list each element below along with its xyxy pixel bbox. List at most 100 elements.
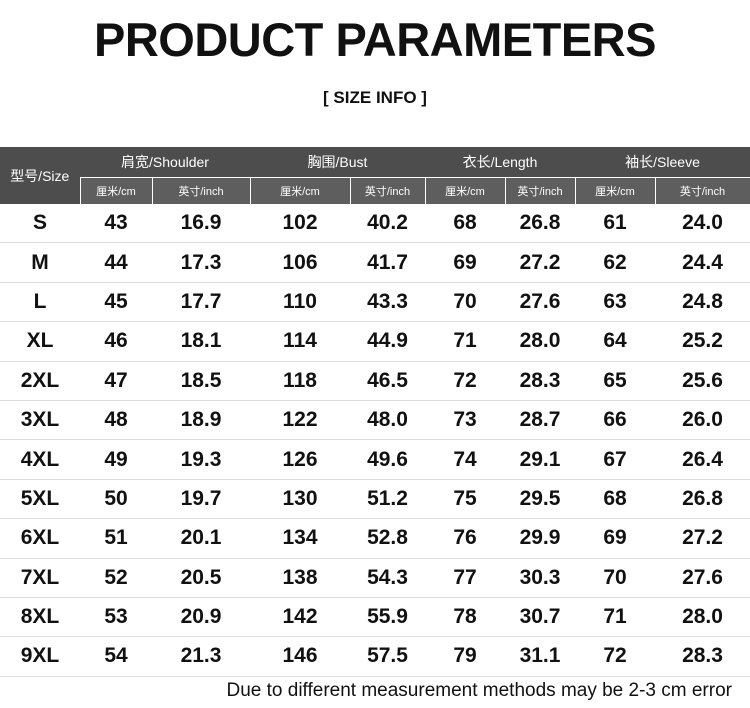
value-cell: 63 [575, 282, 655, 323]
value-cell: 102 [250, 204, 350, 244]
size-table: 型号/Size 肩宽/Shoulder 胸围/Bust 衣长/Length 袖长/Sl… [0, 147, 750, 677]
value-cell: 19.7 [152, 479, 250, 520]
value-cell: 73 [425, 400, 505, 441]
value-cell: 28.3 [505, 361, 575, 401]
size-cell: 7XL [0, 558, 80, 598]
size-header: 型号/Size [0, 147, 80, 204]
subtitle: [ SIZE INFO ] [323, 88, 427, 107]
value-cell: 126 [250, 439, 350, 480]
value-cell: 70 [575, 558, 655, 598]
value-cell: 72 [425, 361, 505, 401]
value-cell: 62 [575, 242, 655, 283]
group-row: 型号/Size 肩宽/Shoulder 胸围/Bust 衣长/Length 袖长/Sl… [0, 147, 750, 204]
table-row: 8XL 53 20.9 142 55.9 78 30.7 71 28.0 [0, 597, 750, 638]
value-cell: 69 [425, 242, 505, 283]
table-row: 5XL 50 19.7 130 51.2 75 29.5 68 26.8 [0, 479, 750, 520]
size-cell: 4XL [0, 439, 80, 480]
size-cell: 2XL [0, 361, 80, 401]
size-cell: 5XL [0, 479, 80, 520]
table-row: XL 46 18.1 114 44.9 71 28.0 64 25.2 [0, 321, 750, 362]
value-cell: 29.9 [505, 518, 575, 559]
value-cell: 25.2 [655, 321, 750, 362]
value-cell: 78 [425, 597, 505, 638]
value-cell: 17.7 [152, 282, 250, 323]
unit-header: 英寸/inch [654, 177, 750, 204]
value-cell: 130 [250, 479, 350, 520]
table-row: M 44 17.3 106 41.7 69 27.2 62 24.4 [0, 242, 750, 283]
value-cell: 70 [425, 282, 505, 323]
value-cell: 20.1 [152, 518, 250, 559]
value-cell: 110 [250, 282, 350, 323]
value-cell: 69 [575, 518, 655, 559]
value-cell: 26.4 [655, 439, 750, 480]
size-cell: XL [0, 321, 80, 362]
value-cell: 29.1 [505, 439, 575, 480]
value-cell: 26.8 [505, 204, 575, 244]
value-cell: 142 [250, 597, 350, 638]
value-cell: 77 [425, 558, 505, 598]
value-cell: 43.3 [350, 282, 425, 323]
value-cell: 61 [575, 204, 655, 244]
value-cell: 25.6 [655, 361, 750, 401]
value-cell: 18.1 [152, 321, 250, 362]
size-cell: 9XL [0, 636, 80, 677]
value-cell: 41.7 [350, 242, 425, 283]
value-cell: 40.2 [350, 204, 425, 244]
value-cell: 18.5 [152, 361, 250, 401]
unit-header: 厘米/cm [424, 177, 506, 204]
size-cell: 8XL [0, 597, 80, 638]
value-cell: 29.5 [505, 479, 575, 520]
value-cell: 26.0 [655, 400, 750, 441]
value-cell: 27.2 [655, 518, 750, 559]
table-row: 3XL 48 18.9 122 48.0 73 28.7 66 26.0 [0, 400, 750, 441]
value-cell: 64 [575, 321, 655, 362]
table-body: S 43 16.9 102 40.2 68 26.8 61 24.0 M 44 17.3 106 41.7… [0, 204, 750, 677]
value-cell: 114 [250, 321, 350, 362]
size-cell: S [0, 204, 80, 244]
value-cell: 54 [80, 636, 152, 677]
value-cell: 27.6 [505, 282, 575, 323]
title: PRODUCT PARAMETERS [94, 13, 656, 66]
group-header: 衣长/Length [425, 147, 575, 178]
size-cell: M [0, 242, 80, 283]
value-cell: 106 [250, 242, 350, 283]
value-cell: 52 [80, 558, 152, 598]
table-row: L 45 17.7 110 43.3 70 27.6 63 24.8 [0, 282, 750, 323]
table-row: 4XL 49 19.3 126 49.6 74 29.1 67 26.4 [0, 439, 750, 480]
value-cell: 28.3 [655, 636, 750, 677]
size-cell: L [0, 282, 80, 323]
group-header: 肩宽/Shoulder [80, 147, 250, 178]
unit-header: 英寸/inch [504, 177, 576, 204]
value-cell: 118 [250, 361, 350, 401]
value-cell: 57.5 [350, 636, 425, 677]
value-cell: 44 [80, 242, 152, 283]
size-cell: 3XL [0, 400, 80, 441]
table-row: 6XL 51 20.1 134 52.8 76 29.9 69 27.2 [0, 518, 750, 559]
value-cell: 68 [425, 204, 505, 244]
unit-header: 英寸/inch [349, 177, 426, 204]
unit-header: 英寸/inch [151, 177, 251, 204]
value-cell: 65 [575, 361, 655, 401]
value-cell: 27.6 [655, 558, 750, 598]
value-cell: 54.3 [350, 558, 425, 598]
value-cell: 19.3 [152, 439, 250, 480]
value-cell: 24.4 [655, 242, 750, 283]
value-cell: 30.3 [505, 558, 575, 598]
value-cell: 27.2 [505, 242, 575, 283]
value-cell: 49.6 [350, 439, 425, 480]
value-cell: 24.0 [655, 204, 750, 244]
value-cell: 66 [575, 400, 655, 441]
value-cell: 68 [575, 479, 655, 520]
value-cell: 79 [425, 636, 505, 677]
value-cell: 71 [425, 321, 505, 362]
value-cell: 30.7 [505, 597, 575, 638]
value-cell: 46 [80, 321, 152, 362]
value-cell: 67 [575, 439, 655, 480]
value-cell: 20.5 [152, 558, 250, 598]
value-cell: 48.0 [350, 400, 425, 441]
size-cell: 6XL [0, 518, 80, 559]
value-cell: 24.8 [655, 282, 750, 323]
footer-note: Due to different measurement methods may… [226, 680, 733, 701]
value-cell: 31.1 [505, 636, 575, 677]
unit-header: 厘米/cm [574, 177, 656, 204]
